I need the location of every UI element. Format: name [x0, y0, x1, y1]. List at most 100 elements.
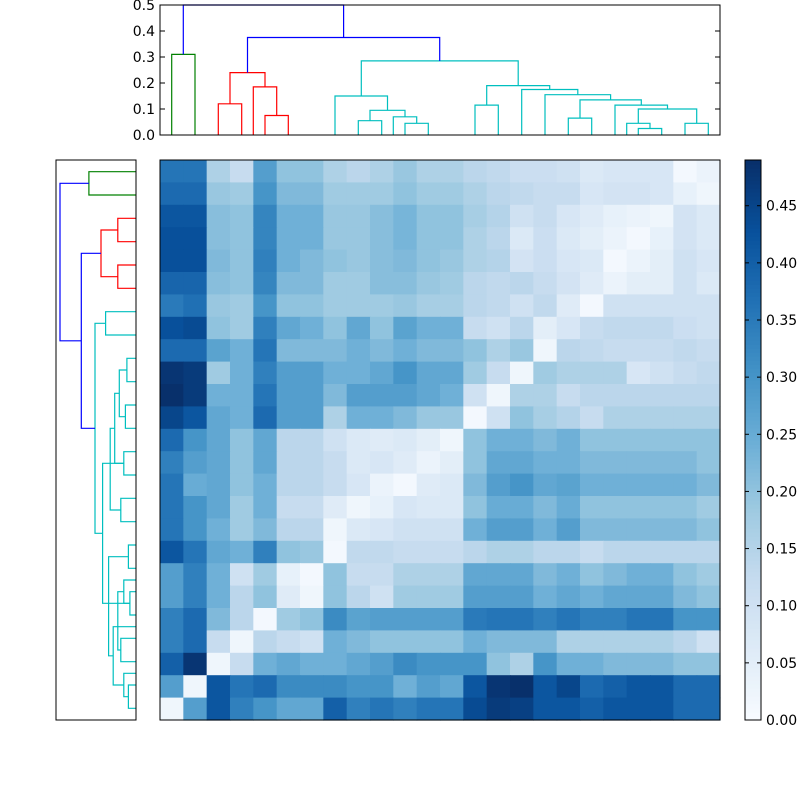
heatmap-cell [580, 675, 604, 699]
colorbar-strip [745, 568, 761, 573]
colorbar-strip [745, 440, 761, 445]
heatmap-cell [230, 697, 254, 721]
heatmap-cell [510, 204, 534, 228]
heatmap-cell [300, 361, 324, 385]
heatmap-cell [486, 339, 511, 363]
heatmap-cell [370, 675, 394, 699]
heatmap-cell [346, 697, 371, 721]
heatmap-cell [160, 406, 184, 430]
heatmap-cell [650, 630, 674, 654]
heatmap-cell [603, 361, 628, 385]
colorbar-strip [745, 264, 761, 269]
heatmap-cell [650, 249, 674, 273]
colorbar-strip [745, 256, 761, 261]
heatmap-cell [440, 227, 464, 251]
heatmap-cell [440, 249, 464, 273]
heatmap-cell [253, 697, 278, 721]
heatmap-cell [510, 294, 534, 318]
colorbar-tick-label: 0.45 [766, 199, 797, 215]
heatmap-cell [440, 697, 464, 721]
top-dendrogram-frame [159, 4, 721, 136]
heatmap-cell [230, 496, 254, 519]
colorbar-strip [745, 508, 761, 513]
heatmap-cell [370, 182, 394, 206]
heatmap-cell [323, 272, 348, 295]
heatmap-cell [580, 361, 604, 385]
heatmap-cell [533, 204, 558, 228]
heatmap-cell [183, 451, 208, 475]
heatmap [159, 159, 721, 721]
heatmap-cell [486, 608, 511, 631]
colorbar-strip [745, 360, 761, 365]
heatmap-cell [603, 204, 628, 228]
heatmap-cell [603, 428, 628, 452]
heatmap-cell [183, 428, 208, 452]
heatmap-cell [370, 563, 394, 587]
heatmap-cell [626, 339, 651, 363]
heatmap-cell [346, 384, 371, 407]
heatmap-cell [160, 361, 184, 385]
heatmap-cell [626, 473, 651, 497]
heatmap-cell [276, 204, 301, 228]
heatmap-cell [323, 451, 348, 475]
heatmap-cell [463, 697, 488, 721]
colorbar-strip [745, 632, 761, 637]
colorbar-tick-label: 0.25 [766, 427, 797, 443]
heatmap-cell [253, 294, 278, 318]
heatmap-cell [393, 496, 418, 519]
heatmap-cell [486, 585, 511, 609]
heatmap-cell [416, 540, 441, 564]
heatmap-cell [556, 496, 581, 519]
colorbar-strip [745, 400, 761, 405]
colorbar-strip [745, 328, 761, 333]
heatmap-cell [393, 428, 418, 452]
heatmap-cell [323, 675, 348, 699]
heatmap-cell [276, 451, 301, 475]
heatmap-cell [696, 428, 721, 452]
heatmap-cell [673, 160, 698, 183]
heatmap-cell [533, 473, 558, 497]
colorbar-tick-label: 0.15 [766, 542, 797, 558]
heatmap-cell [580, 540, 604, 564]
colorbar-strip [745, 164, 761, 169]
heatmap-cell [626, 585, 651, 609]
heatmap-cell [486, 451, 511, 475]
heatmap-cell [416, 652, 441, 676]
colorbar-strip [745, 652, 761, 657]
heatmap-cell [650, 316, 674, 340]
heatmap-cell [323, 496, 348, 519]
heatmap-cell [276, 608, 301, 631]
heatmap-cell [416, 563, 441, 587]
heatmap-cell [673, 585, 698, 609]
heatmap-cell [393, 406, 418, 430]
heatmap-cell [510, 249, 534, 273]
left-dendrogram-link [109, 427, 121, 511]
colorbar-strip [745, 188, 761, 193]
heatmap-cell [393, 227, 418, 251]
colorbar-strip [745, 172, 761, 177]
colorbar-strip [745, 408, 761, 413]
heatmap-cell [650, 294, 674, 318]
heatmap-cell [323, 518, 348, 542]
colorbar-strip [745, 600, 761, 605]
heatmap-cell [486, 428, 511, 452]
heatmap-cell [650, 384, 674, 407]
colorbar-strip [745, 548, 761, 553]
colorbar-tick-label: 0.35 [766, 313, 797, 329]
heatmap-cell [626, 563, 651, 587]
heatmap-cell [603, 160, 628, 183]
heatmap-cell [230, 451, 254, 475]
heatmap-cell [393, 585, 418, 609]
heatmap-cell [253, 316, 278, 340]
heatmap-cell [206, 316, 231, 340]
heatmap-cell [323, 249, 348, 273]
heatmap-cell [580, 652, 604, 676]
heatmap-cell [206, 182, 231, 206]
heatmap-cell [673, 204, 698, 228]
colorbar-frame [744, 159, 762, 721]
heatmap-cell [440, 160, 464, 183]
heatmap-cell [300, 540, 324, 564]
heatmap-cell [206, 697, 231, 721]
heatmap-cell [253, 518, 278, 542]
